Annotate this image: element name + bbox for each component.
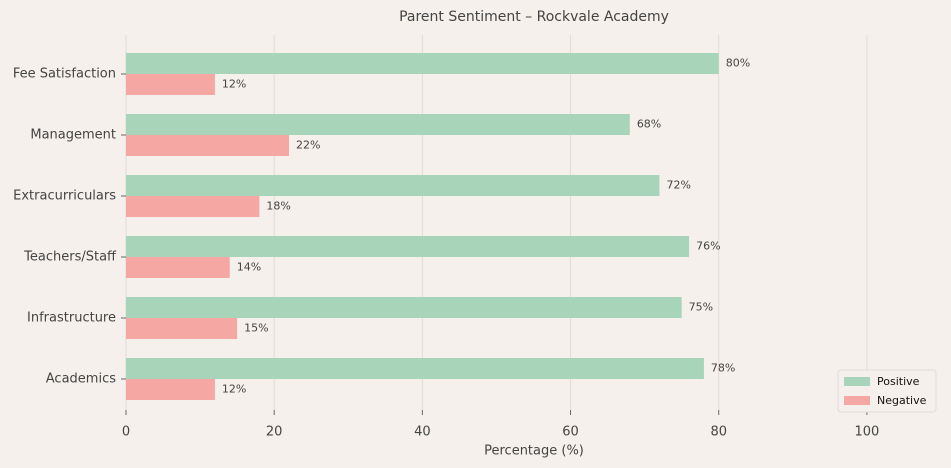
legend-label: Positive xyxy=(877,375,920,388)
y-tick-label: Fee Satisfaction xyxy=(13,67,116,82)
y-tick-label: Management xyxy=(30,128,116,143)
value-label: 78% xyxy=(711,362,735,375)
bar xyxy=(126,379,215,400)
y-tick-label: Infrastructure xyxy=(27,311,116,326)
value-label: 18% xyxy=(266,200,290,213)
value-label: 12% xyxy=(222,78,246,91)
legend-swatch xyxy=(844,377,870,386)
y-tick-label: Extracurriculars xyxy=(13,189,116,204)
value-label: 12% xyxy=(222,383,246,396)
bar xyxy=(126,196,260,217)
value-label: 68% xyxy=(637,118,661,131)
bar xyxy=(126,297,682,318)
chart-title: Parent Sentiment – Rockvale Academy xyxy=(399,9,669,25)
legend-swatch xyxy=(844,396,870,405)
bar xyxy=(126,318,238,339)
bar xyxy=(126,53,719,74)
bar xyxy=(126,114,630,135)
x-tick-label: 20 xyxy=(266,425,283,440)
bar xyxy=(126,135,289,156)
x-tick-label: 100 xyxy=(854,425,879,440)
y-tick-label: Teachers/Staff xyxy=(23,250,117,265)
bar xyxy=(126,175,660,196)
x-axis-label: Percentage (%) xyxy=(484,444,584,459)
x-tick-label: 0 xyxy=(122,425,130,440)
value-label: 22% xyxy=(296,139,320,152)
x-tick-label: 60 xyxy=(562,425,579,440)
value-label: 80% xyxy=(726,57,750,70)
bar xyxy=(126,74,215,95)
value-label: 15% xyxy=(244,322,268,335)
value-label: 75% xyxy=(689,301,713,314)
legend-label: Negative xyxy=(877,394,927,407)
x-tick-label: 40 xyxy=(414,425,431,440)
value-label: 14% xyxy=(237,261,261,274)
value-label: 72% xyxy=(666,179,690,192)
x-tick-label: 80 xyxy=(710,425,727,440)
value-label: 76% xyxy=(696,240,720,253)
bar xyxy=(126,257,230,278)
bar xyxy=(126,358,704,379)
bar xyxy=(126,236,690,257)
y-tick-label: Academics xyxy=(46,372,116,387)
